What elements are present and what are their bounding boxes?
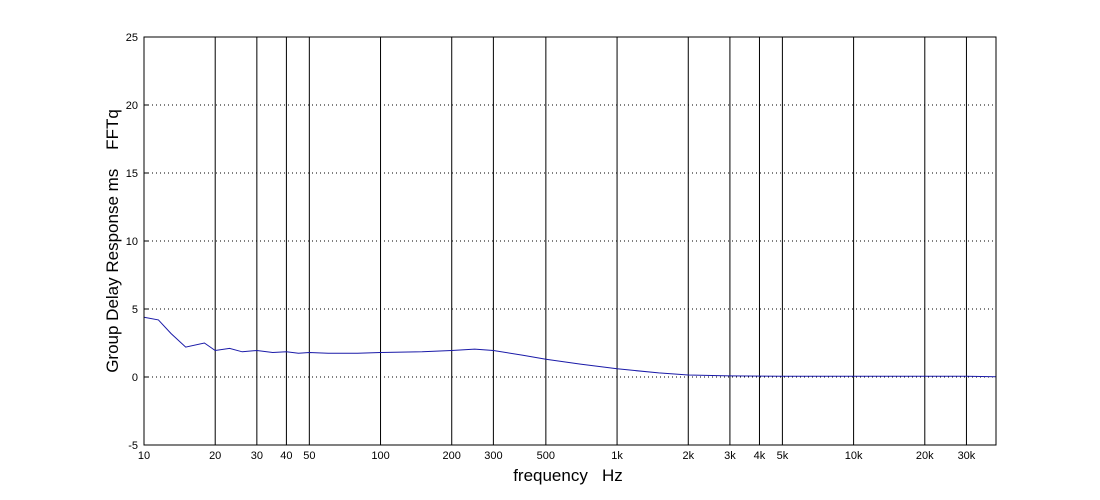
y-tick-label: -5 bbox=[128, 440, 138, 452]
x-tick-label: 10k bbox=[845, 450, 863, 462]
x-tick-label: 5k bbox=[777, 450, 789, 462]
x-tick-labels: 10 20 30 40 50 100 200 300 500 1k 2k 3k 4k 5k 10k 20k 30… bbox=[138, 450, 976, 462]
x-tick-label: 20 bbox=[209, 450, 221, 462]
x-tick-label: 1k bbox=[611, 450, 623, 462]
x-tick-label: 50 bbox=[303, 450, 315, 462]
x-tick-label: 40 bbox=[280, 450, 292, 462]
x-tick-label: 4k bbox=[754, 450, 766, 462]
x-tick-label: 500 bbox=[537, 450, 555, 462]
x-tick-label: 100 bbox=[371, 450, 389, 462]
y-tick-label: 5 bbox=[132, 304, 138, 316]
y-tick-label: 20 bbox=[126, 100, 138, 112]
y-tick-label: 25 bbox=[126, 32, 138, 44]
x-tick-label: 2k bbox=[682, 450, 694, 462]
x-tick-label: 30k bbox=[958, 450, 976, 462]
x-tick-label: 30 bbox=[251, 450, 263, 462]
x-tick-label: 300 bbox=[484, 450, 502, 462]
x-tick-label: 200 bbox=[443, 450, 461, 462]
x-axis-label: frequency Hz bbox=[513, 466, 623, 485]
x-tick-label: 20k bbox=[916, 450, 934, 462]
y-tick-label: 15 bbox=[126, 168, 138, 180]
x-tick-label: 3k bbox=[724, 450, 736, 462]
y-tick-label: 10 bbox=[126, 236, 138, 248]
x-tick-label: 10 bbox=[138, 450, 150, 462]
y-tick-label: 0 bbox=[132, 372, 138, 384]
y-axis-label: Group Delay Response ms FFTq bbox=[103, 109, 122, 373]
